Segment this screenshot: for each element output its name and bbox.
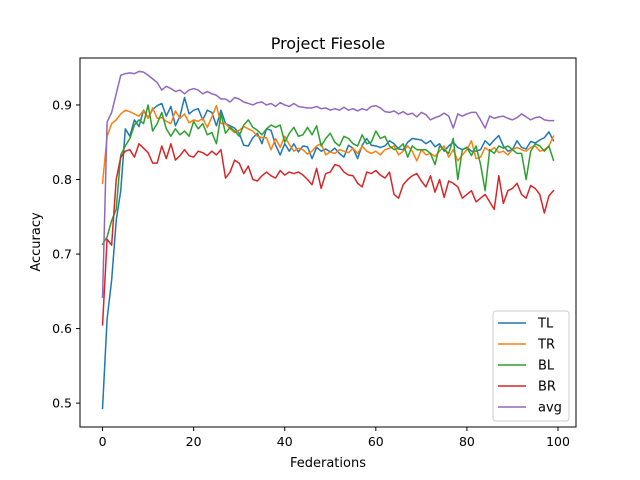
legend-label-br: BR [538,380,556,395]
x-tick-label: 0 [99,434,107,449]
y-axis-label: Accuracy [29,212,44,272]
x-tick-label: 100 [546,434,570,449]
legend-label-avg: avg [538,401,562,416]
x-tick-label: 20 [186,434,202,449]
y-tick-label: 0.6 [52,321,72,336]
y-tick-label: 0.8 [52,172,72,187]
series-line-avg [101,70,555,299]
chart-title: Project Fiesole [271,34,386,53]
legend-label-bl: BL [538,359,555,374]
legend: TL TR BL BR avg [492,310,570,422]
legend-label-tl: TL [537,317,554,332]
y-axis: 0.5 0.6 0.7 0.8 0.9 [52,97,80,411]
series-line-br [101,142,555,326]
plot-area [101,70,555,410]
series-line-bl [101,104,555,246]
legend-box [492,310,570,422]
x-tick-label: 80 [459,434,475,449]
y-tick-label: 0.5 [52,396,72,411]
x-tick-label: 60 [368,434,384,449]
series-line-tl [101,96,555,410]
legend-label-tr: TR [537,338,555,353]
y-tick-label: 0.9 [52,97,72,112]
x-axis: 0 20 40 60 80 100 [99,427,570,449]
axes-frame [79,57,577,428]
x-axis-label: Federations [290,456,366,471]
y-tick-label: 0.7 [52,247,72,262]
x-tick-label: 40 [277,434,293,449]
